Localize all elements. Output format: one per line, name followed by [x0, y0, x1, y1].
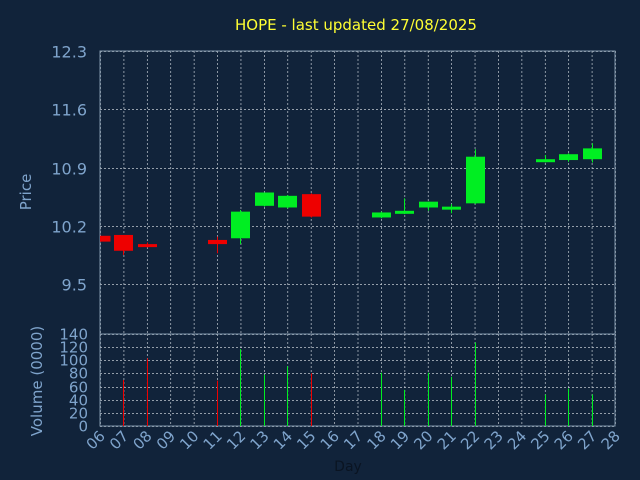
candle-body: [100, 235, 111, 242]
candle-body: [395, 210, 414, 214]
candle-body: [138, 244, 157, 248]
price-axis-ticks: 12.3 11.6 10.9 10.2 9.5: [51, 43, 87, 295]
x-tick-label: 27: [574, 427, 600, 453]
volume-panel-frame: [99, 333, 616, 427]
candle-body: [278, 195, 297, 208]
candle-body: [114, 234, 133, 251]
candle-body: [208, 239, 227, 245]
x-tick-label: 10: [176, 427, 202, 453]
x-tick-label: 25: [527, 427, 553, 453]
volume-tick-label: 100: [59, 352, 88, 370]
price-tick-label: 12.3: [51, 43, 87, 62]
x-tick-label: 18: [364, 427, 390, 453]
volume-tick-label: 20: [69, 405, 88, 423]
candle-body: [255, 192, 274, 206]
candle-body: [466, 156, 485, 204]
x-tick-label: 15: [293, 427, 319, 453]
price-tick-label: 10.2: [51, 218, 87, 237]
candle-body: [372, 212, 391, 218]
candle-body: [302, 194, 321, 217]
x-tick-label: 26: [551, 427, 577, 453]
candle-body: [583, 148, 602, 160]
x-tick-label: 16: [317, 427, 343, 453]
candle-body: [536, 159, 555, 163]
volume-grid: [100, 334, 616, 427]
candle-body: [559, 154, 578, 161]
candle-body: [231, 211, 250, 239]
volume-bars: [123, 342, 593, 426]
x-tick-label: 24: [504, 427, 530, 453]
volume-tick-label: 120: [59, 339, 88, 357]
x-axis-ticks: 0607080910111213141516171819202122232425…: [83, 427, 624, 453]
candle-body: [419, 201, 438, 208]
price-tick-label: 9.5: [62, 276, 87, 295]
x-tick-label: 21: [434, 427, 460, 453]
x-tick-label: 07: [106, 427, 132, 453]
x-tick-label: 17: [340, 427, 366, 453]
volume-tick-label: 140: [59, 326, 88, 344]
x-tick-label: 08: [129, 427, 155, 453]
x-tick-label: 23: [481, 427, 507, 453]
x-tick-label: 14: [270, 427, 296, 453]
volume-tick-label: 80: [69, 365, 88, 383]
x-axis-label: Day: [334, 459, 362, 475]
price-grid: [100, 51, 616, 334]
candles: [100, 143, 602, 255]
x-tick-label: 09: [153, 427, 179, 453]
price-tick-label: 11.6: [51, 101, 87, 120]
price-panel-frame: [99, 50, 616, 335]
volume-tick-label: 60: [69, 379, 88, 397]
x-tick-label: 12: [223, 427, 249, 453]
candle-body: [442, 206, 461, 210]
x-tick-label: 19: [387, 427, 413, 453]
price-tick-label: 10.9: [51, 160, 87, 179]
chart-title: HOPE - last updated 27/08/2025: [235, 16, 477, 34]
volume-tick-label: 40: [69, 392, 88, 410]
volume-tick-label: 0: [78, 418, 88, 436]
x-tick-label: 20: [410, 427, 436, 453]
x-tick-label: 13: [246, 427, 272, 453]
volume-axis-label: Volume (0000): [28, 326, 46, 436]
price-axis-label: Price: [17, 174, 35, 211]
x-tick-label: 11: [200, 427, 226, 453]
x-tick-label: 28: [598, 427, 624, 453]
x-tick-label: 22: [457, 427, 483, 453]
